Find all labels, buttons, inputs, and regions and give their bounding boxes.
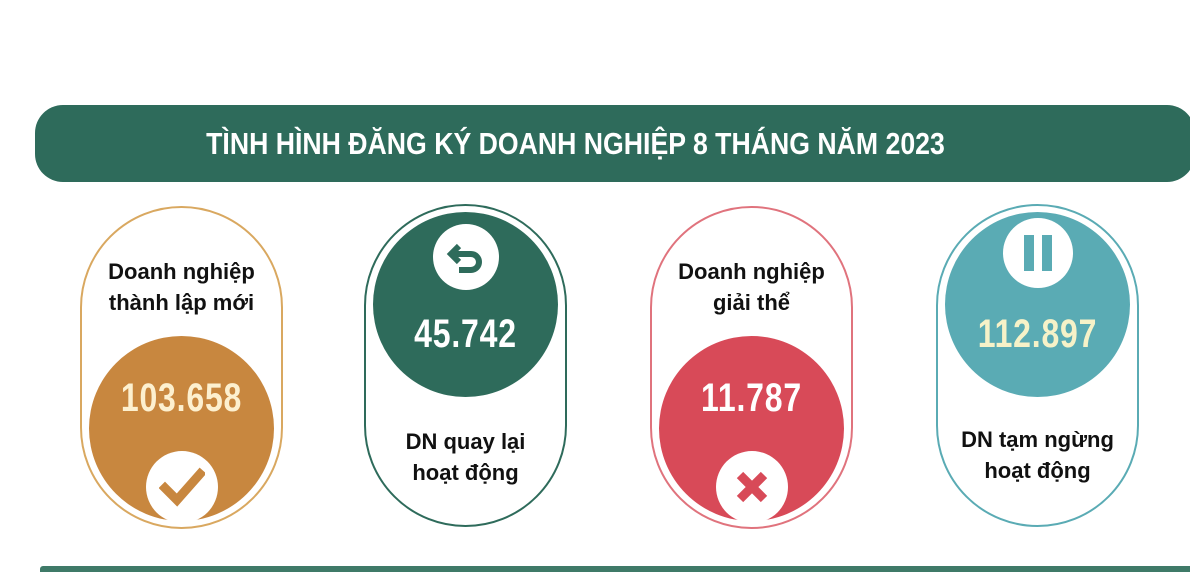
value-circle: 45.742: [373, 212, 558, 397]
card-value: 112.897: [977, 312, 1098, 356]
x-mark-icon: [715, 451, 788, 523]
label-line: thành lập mới: [108, 290, 255, 315]
check-icon: [145, 451, 218, 523]
card-label: DN tạm ngừng hoạt động: [938, 424, 1137, 486]
card-value: 103.658: [120, 376, 243, 420]
card-label: Doanh nghiệp thành lập mới: [82, 256, 281, 318]
page-title: TÌNH HÌNH ĐĂNG KÝ DOANH NGHIỆP 8 THÁNG N…: [205, 125, 945, 161]
label-line: hoạt động: [984, 458, 1091, 483]
card-returned-businesses: 45.742 DN quay lại hoạt động: [364, 204, 567, 527]
label-line: giải thể: [712, 290, 790, 315]
title-banner: TÌNH HÌNH ĐĂNG KÝ DOANH NGHIỆP 8 THÁNG N…: [35, 105, 1190, 182]
label-line: hoạt động: [412, 460, 519, 485]
value-circle: 11.787: [659, 336, 844, 523]
label-line: Doanh nghiệp: [678, 259, 825, 284]
card-suspended-businesses: 112.897 DN tạm ngừng hoạt động: [936, 204, 1139, 527]
card-value: 11.787: [701, 376, 802, 420]
value-circle: 103.658: [89, 336, 274, 523]
label-line: DN quay lại: [405, 429, 526, 454]
label-line: Doanh nghiệp: [108, 259, 255, 284]
section-divider: [40, 566, 1190, 572]
value-circle: 112.897: [945, 212, 1130, 397]
card-dissolved-businesses: Doanh nghiệp giải thể 11.787: [650, 206, 853, 529]
card-new-businesses: Doanh nghiệp thành lập mới 103.658: [80, 206, 283, 529]
card-value: 45.742: [414, 312, 517, 356]
card-label: DN quay lại hoạt động: [366, 426, 565, 488]
return-arrow-icon: [432, 224, 499, 290]
card-label: Doanh nghiệp giải thể: [652, 256, 851, 318]
label-line: DN tạm ngừng: [961, 427, 1114, 452]
pause-icon: [1002, 218, 1073, 288]
